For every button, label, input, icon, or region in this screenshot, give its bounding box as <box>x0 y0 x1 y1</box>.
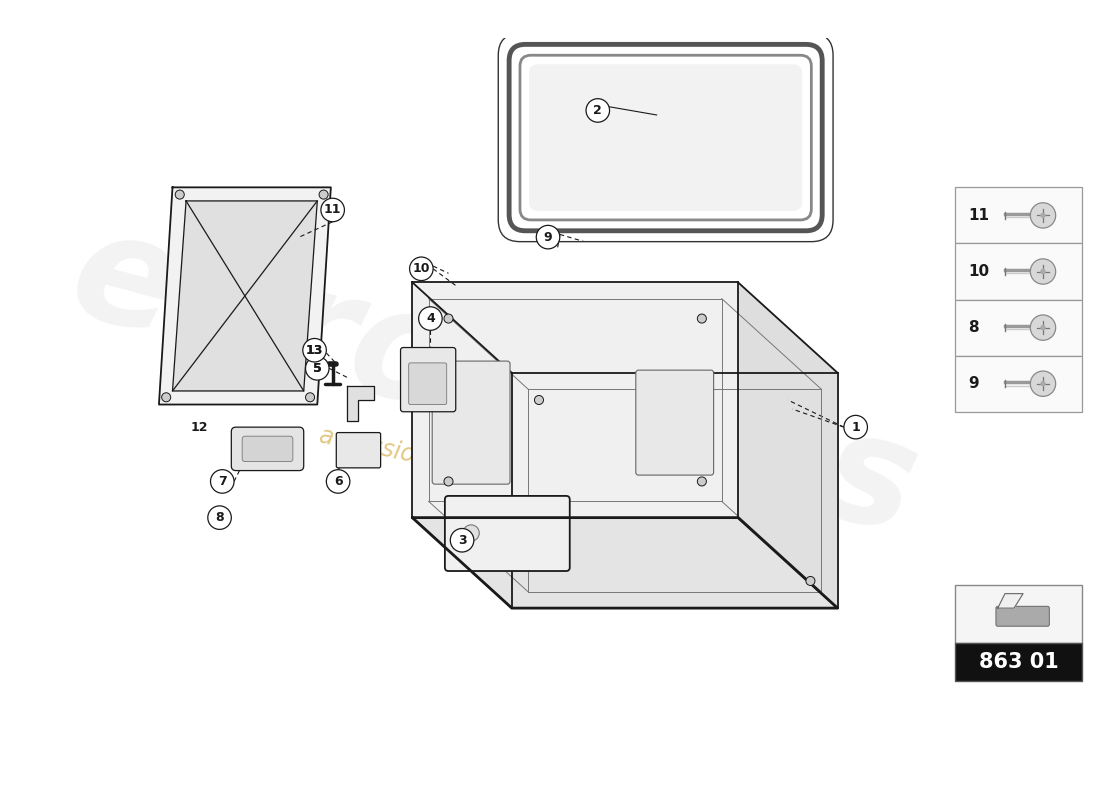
Bar <box>955 356 1082 412</box>
Text: 9: 9 <box>968 376 979 391</box>
Polygon shape <box>173 201 317 391</box>
Circle shape <box>586 98 609 122</box>
Circle shape <box>409 257 433 281</box>
Polygon shape <box>412 282 837 373</box>
Circle shape <box>444 477 453 486</box>
Bar <box>955 187 1082 243</box>
Polygon shape <box>412 282 512 608</box>
FancyBboxPatch shape <box>636 370 714 475</box>
Circle shape <box>450 529 474 552</box>
Circle shape <box>1031 202 1056 228</box>
Polygon shape <box>348 386 374 421</box>
Text: a passion for parts since 1985: a passion for parts since 1985 <box>317 423 671 522</box>
Circle shape <box>697 314 706 323</box>
Circle shape <box>327 470 350 494</box>
Text: 863 01: 863 01 <box>979 651 1058 671</box>
Text: 10: 10 <box>968 264 989 279</box>
Bar <box>955 642 1082 681</box>
Circle shape <box>319 190 328 199</box>
Circle shape <box>1031 371 1056 396</box>
Circle shape <box>697 477 706 486</box>
Circle shape <box>208 506 231 530</box>
Circle shape <box>463 525 480 541</box>
Text: 5: 5 <box>312 362 321 375</box>
Circle shape <box>1031 259 1056 284</box>
Circle shape <box>1041 213 1046 218</box>
Circle shape <box>1041 325 1046 330</box>
Text: euroPares: euroPares <box>55 198 932 566</box>
Circle shape <box>844 415 868 439</box>
Text: 9: 9 <box>543 230 552 244</box>
Text: 13: 13 <box>306 344 323 357</box>
Text: 12: 12 <box>191 421 208 434</box>
Text: 3: 3 <box>458 534 466 546</box>
Circle shape <box>444 314 453 323</box>
Polygon shape <box>738 282 837 608</box>
Text: 6: 6 <box>333 475 342 488</box>
Circle shape <box>162 393 170 402</box>
Circle shape <box>302 338 327 362</box>
Text: 8: 8 <box>216 511 224 524</box>
FancyBboxPatch shape <box>529 64 802 211</box>
Text: 2: 2 <box>593 104 602 117</box>
FancyBboxPatch shape <box>337 433 381 468</box>
Polygon shape <box>998 594 1023 608</box>
Circle shape <box>210 470 234 494</box>
Text: 11: 11 <box>323 203 341 217</box>
Text: 10: 10 <box>412 262 430 275</box>
Circle shape <box>806 577 815 586</box>
Circle shape <box>1041 381 1046 386</box>
Circle shape <box>306 357 329 380</box>
FancyBboxPatch shape <box>409 363 447 405</box>
Circle shape <box>419 306 442 330</box>
Bar <box>955 586 1082 642</box>
Polygon shape <box>412 282 738 518</box>
Circle shape <box>535 395 543 405</box>
Polygon shape <box>158 187 331 405</box>
Circle shape <box>306 393 315 402</box>
Bar <box>955 299 1082 356</box>
Text: 11: 11 <box>968 208 989 223</box>
Text: 7: 7 <box>218 475 227 488</box>
FancyBboxPatch shape <box>444 496 570 571</box>
Text: 13: 13 <box>306 344 323 357</box>
Text: 1: 1 <box>851 421 860 434</box>
Text: 5: 5 <box>312 362 321 375</box>
FancyBboxPatch shape <box>996 606 1049 626</box>
FancyBboxPatch shape <box>400 347 455 412</box>
Circle shape <box>537 226 560 249</box>
Polygon shape <box>412 518 837 608</box>
FancyBboxPatch shape <box>432 361 510 484</box>
Circle shape <box>1031 315 1056 340</box>
FancyBboxPatch shape <box>231 427 304 470</box>
Circle shape <box>175 190 185 199</box>
Circle shape <box>321 198 344 222</box>
Text: 8: 8 <box>968 320 979 335</box>
Text: 4: 4 <box>426 312 434 325</box>
Bar <box>955 243 1082 299</box>
Circle shape <box>1041 269 1046 274</box>
FancyBboxPatch shape <box>242 436 293 462</box>
